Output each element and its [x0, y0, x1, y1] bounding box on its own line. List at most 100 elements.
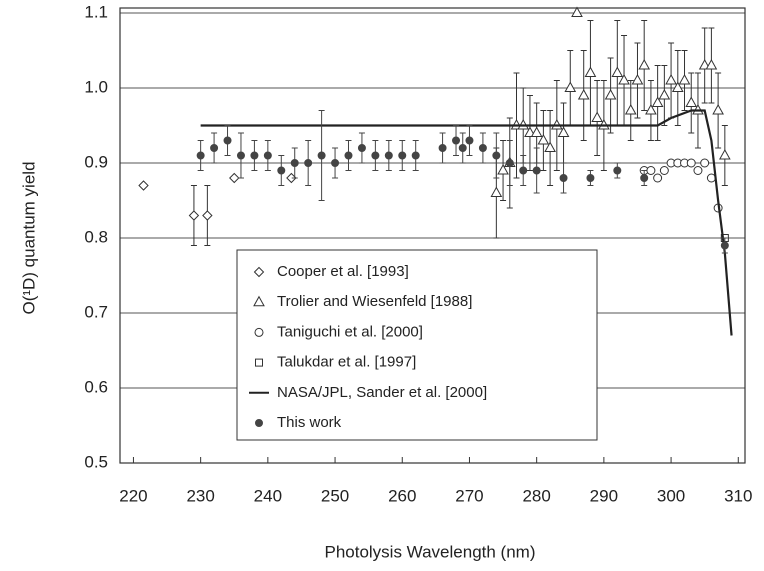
- point-triangle: [611, 66, 624, 77]
- point-circle: [653, 173, 663, 183]
- line: [200, 109, 733, 336]
- point-triangle: [718, 148, 731, 160]
- point-triangle: [557, 126, 570, 137]
- legend-label: This work: [277, 414, 342, 431]
- point-triangle: [584, 66, 597, 77]
- legend-marker: [253, 266, 265, 278]
- legend-label: NASA/JPL, Sander et al. [2000]: [277, 384, 487, 401]
- point-triangle: [645, 103, 657, 115]
- point-dot: [210, 144, 219, 152]
- point-circle: [700, 158, 710, 168]
- x-tick-label: 260: [388, 486, 416, 505]
- point-dot: [640, 174, 649, 182]
- point-dot: [196, 151, 205, 160]
- point-diamond: [138, 180, 149, 191]
- y-tick-label: 1.1: [84, 2, 108, 21]
- point-triangle: [638, 58, 651, 70]
- point-triangle: [671, 81, 684, 92]
- point-dot: [304, 159, 313, 167]
- point-triangle: [537, 133, 550, 145]
- point-dot: [465, 136, 474, 145]
- x-tick-label: 290: [590, 486, 618, 505]
- point-dot: [277, 166, 286, 175]
- point-triangle: [631, 73, 644, 85]
- point-triangle: [712, 103, 724, 115]
- point-triangle: [624, 103, 637, 115]
- point-triangle: [651, 96, 664, 107]
- point-dot: [223, 136, 232, 145]
- point-dot: [411, 151, 420, 160]
- point-dot: [519, 166, 528, 175]
- point-diamond: [229, 172, 240, 184]
- point-dot: [478, 144, 487, 152]
- point-circle: [646, 166, 656, 175]
- point-triangle: [490, 186, 503, 197]
- legend-marker: [254, 327, 264, 337]
- point-triangle: [544, 141, 556, 152]
- x-axis-label: Photolysis Wavelength (nm): [324, 542, 535, 561]
- x-tick-label: 240: [254, 486, 282, 505]
- point-dot: [720, 241, 729, 250]
- plot-frame: [119, 7, 746, 464]
- point-triangle: [571, 6, 583, 17]
- point-dot: [398, 151, 407, 160]
- point-circle: [659, 166, 669, 175]
- point-dot: [559, 174, 568, 182]
- point-triangle: [658, 88, 671, 100]
- point-triangle: [618, 73, 630, 85]
- point-triangle: [604, 88, 617, 100]
- y-tick-label: 0.5: [84, 452, 108, 471]
- y-tick-label: 1.0: [84, 77, 108, 96]
- point-triangle: [685, 96, 698, 107]
- point-diamond: [188, 210, 200, 221]
- x-tick-label: 300: [657, 486, 685, 505]
- x-tick-label: 270: [455, 486, 483, 505]
- point-dot: [331, 159, 340, 167]
- point-dot: [250, 151, 259, 160]
- x-tick-label: 220: [119, 486, 147, 505]
- point-circle: [686, 158, 696, 168]
- point-circle: [693, 166, 703, 175]
- point-dot: [236, 151, 245, 160]
- point-dot: [344, 151, 353, 160]
- legend-marker: [255, 358, 263, 367]
- y-tick-label: 0.7: [84, 302, 108, 321]
- y-axis-label: O(¹D) quantum yield: [19, 161, 38, 314]
- point-triangle: [577, 88, 590, 100]
- point-dot: [505, 159, 514, 167]
- point-dot: [613, 166, 622, 175]
- y-tick-label: 0.9: [84, 152, 108, 171]
- point-dot: [317, 151, 326, 160]
- y-tick-label: 0.8: [84, 227, 108, 246]
- x-tick-label: 250: [321, 486, 349, 505]
- point-dot: [384, 151, 393, 160]
- point-triangle: [678, 73, 691, 85]
- legend-marker: [253, 295, 265, 307]
- legend-label: Taniguchi et al. [2000]: [277, 323, 423, 340]
- point-triangle: [497, 163, 509, 175]
- point-triangle: [665, 73, 677, 85]
- point-triangle: [564, 81, 577, 92]
- point-dot: [357, 144, 366, 152]
- x-tick-label: 310: [724, 486, 752, 505]
- point-triangle: [530, 126, 543, 137]
- legend-label: Trolier and Wiesenfeld [1988]: [277, 293, 472, 310]
- y-tick-label: 0.6: [84, 377, 108, 396]
- point-dot: [438, 144, 447, 152]
- point-triangle: [591, 111, 604, 122]
- x-tick-label: 230: [186, 486, 214, 505]
- legend-label: Talukdar et al. [1997]: [277, 354, 416, 371]
- point-triangle: [705, 58, 718, 70]
- point-dot: [371, 151, 380, 160]
- point-dot: [458, 144, 467, 152]
- point-dot: [290, 159, 299, 167]
- point-dot: [586, 174, 595, 182]
- x-tick-label: 280: [522, 486, 550, 505]
- legend-box: [236, 249, 598, 441]
- point-dot: [532, 166, 541, 175]
- point-dot: [492, 151, 501, 160]
- point-diamond: [202, 210, 213, 221]
- point-dot: [263, 151, 272, 160]
- point-dot: [452, 136, 461, 145]
